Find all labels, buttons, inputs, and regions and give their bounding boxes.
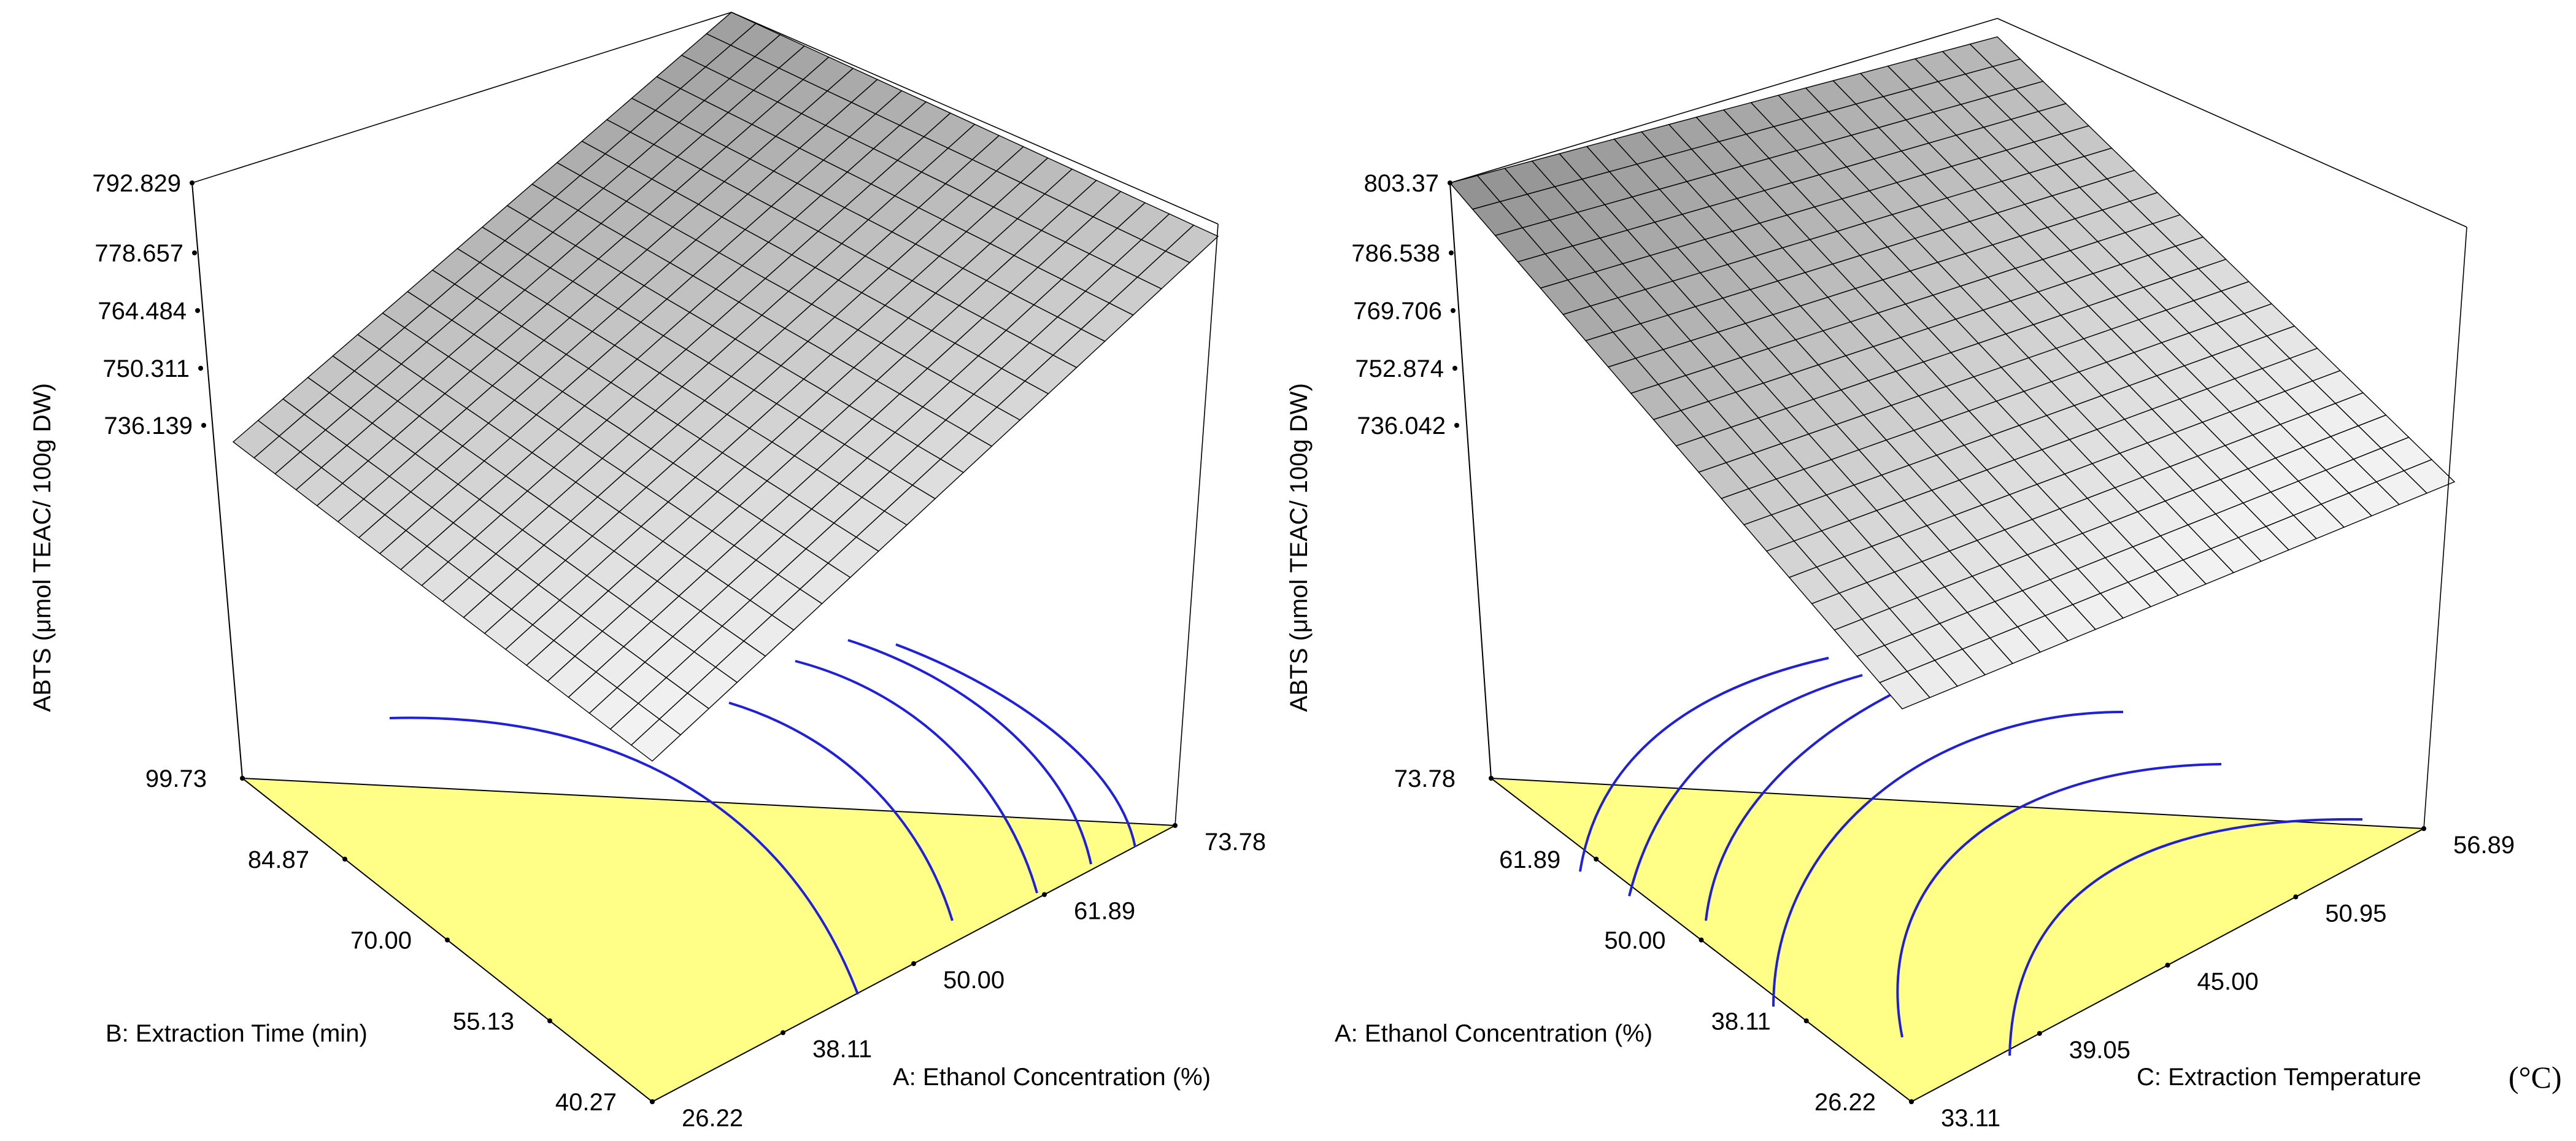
x-tick-label: 73.78 — [1205, 829, 1266, 856]
x-tick-mark — [2421, 826, 2426, 831]
y-tick-label: 70.00 — [350, 927, 412, 954]
z-tick-mark — [1454, 423, 1459, 428]
x-tick-mark — [2165, 962, 2170, 968]
x-tick-mark — [1909, 1099, 1914, 1104]
y-tick-mark — [342, 856, 347, 862]
surface-cell — [1165, 224, 1219, 263]
z-axis-label: ABTS (μmol TEAC/ 100g DW) — [29, 383, 56, 712]
x-tick-label: 56.89 — [2453, 832, 2515, 859]
z-tick-mark — [192, 250, 197, 255]
contour-line — [1628, 674, 1863, 897]
contour-line — [728, 702, 954, 921]
x-tick-label: 26.22 — [682, 1105, 743, 1132]
surface-cell — [2403, 458, 2456, 494]
x-tick-mark — [1042, 892, 1047, 897]
contour-line — [2008, 818, 2363, 1056]
z-tick-label: 736.042 — [1357, 412, 1446, 439]
z-axis-ticks: 792.829 778.657 764.484 750.311 736.139 — [92, 170, 206, 439]
x-tick-label: 38.11 — [812, 1036, 872, 1063]
contour-line — [1579, 657, 1829, 872]
z-tick-label: 750.311 — [102, 355, 190, 382]
z-tick-mark — [1452, 366, 1457, 371]
floor-contour-lines — [389, 639, 1136, 995]
z-tick-label: 792.829 — [92, 170, 181, 197]
y-tick-mark — [1803, 1018, 1809, 1024]
x-axis-label: A: Ethanol Concentration (%) — [893, 1064, 1211, 1091]
z-tick-label: 778.657 — [94, 240, 183, 267]
contour-line — [795, 660, 1038, 894]
z-tick-mark — [201, 423, 206, 428]
z-tick-mark — [1448, 180, 1452, 185]
x-axis-label: C: Extraction Temperature — [2137, 1064, 2421, 1091]
surface-plot-temperature-ethanol: 803.37 786.538 769.706 752.874 736.042 26.22… — [1286, 18, 2562, 1132]
x-tick-label: 61.89 — [1074, 898, 1135, 925]
contour-line — [895, 643, 1136, 848]
x-tick-mark — [2037, 1031, 2042, 1036]
x-axis-unit: (°C) — [2509, 1060, 2562, 1094]
contour-line — [1896, 763, 2222, 1038]
z-tick-mark — [1451, 308, 1456, 313]
y-tick-label: 55.13 — [453, 1008, 514, 1035]
x-axis-ticks: 26.22 38.11 50.00 61.89 73.78 — [650, 823, 1266, 1132]
z-tick-mark — [195, 308, 200, 313]
y-axis-ticks: 40.27 55.13 70.00 84.87 99.73 — [145, 765, 655, 1116]
z-tick-label: 736.139 — [104, 412, 193, 439]
x-tick-label: 50.95 — [2325, 900, 2386, 927]
x-tick-mark — [1173, 823, 1178, 828]
z-axis-line — [191, 182, 243, 779]
x-tick-label: 45.00 — [2197, 969, 2259, 996]
z-tick-label: 752.874 — [1355, 355, 1444, 382]
z-axis-ticks: 803.37 786.538 769.706 752.874 736.042 — [1351, 170, 1459, 439]
y-axis-ticks: 26.22 38.11 50.00 61.89 73.78 — [1394, 765, 1914, 1116]
y-tick-mark — [1489, 776, 1494, 781]
x-tick-mark — [2293, 894, 2299, 900]
y-tick-label: 40.27 — [555, 1089, 617, 1116]
x-tick-label: 39.05 — [2069, 1037, 2131, 1064]
z-tick-label: 803.37 — [1364, 170, 1439, 197]
y-tick-mark — [445, 937, 450, 943]
x-tick-label: 50.00 — [943, 967, 1005, 994]
contour-line — [389, 716, 859, 995]
y-tick-label: 99.73 — [145, 765, 207, 792]
z-tick-mark — [190, 180, 195, 185]
x-tick-label: 33.11 — [1941, 1105, 2000, 1132]
x-tick-mark — [650, 1099, 655, 1104]
y-tick-label: 38.11 — [1711, 1008, 1771, 1035]
x-tick-mark — [781, 1030, 785, 1035]
y-tick-label: 26.22 — [1814, 1089, 1876, 1116]
z-tick-mark — [198, 366, 203, 371]
y-tick-label: 73.78 — [1394, 765, 1456, 792]
contour-line — [1772, 711, 2124, 1007]
response-surface-mesh — [232, 12, 1219, 762]
z-axis-label: ABTS (μmol TEAC/ 100g DW) — [1286, 383, 1313, 712]
x-axis-ticks: 33.11 39.05 45.00 50.95 56.89 — [1909, 826, 2515, 1132]
contour-line — [1705, 692, 1894, 921]
x-tick-mark — [911, 961, 916, 966]
floor-contour-lines — [1579, 657, 2363, 1056]
y-tick-mark — [240, 776, 245, 781]
z-tick-label: 764.484 — [98, 298, 187, 325]
y-axis-label: B: Extraction Time (min) — [106, 1020, 368, 1047]
y-tick-mark — [1594, 856, 1599, 862]
y-tick-mark — [547, 1018, 552, 1024]
z-axis-line — [1449, 182, 1492, 779]
y-axis-label: A: Ethanol Concentration (%) — [1335, 1020, 1652, 1047]
z-tick-label: 786.538 — [1351, 240, 1440, 267]
z-tick-label: 769.706 — [1353, 298, 1442, 325]
y-tick-label: 61.89 — [1499, 846, 1560, 873]
contour-line — [847, 639, 1092, 865]
z-tick-mark — [1449, 250, 1454, 255]
surface-plot-ethanol-time: 792.829 778.657 764.484 750.311 736.139 40.2… — [29, 12, 1266, 1132]
response-surface-mesh — [1449, 36, 2456, 710]
y-tick-mark — [1699, 937, 1704, 943]
y-tick-label: 50.00 — [1604, 927, 1665, 954]
y-tick-label: 84.87 — [248, 846, 309, 873]
